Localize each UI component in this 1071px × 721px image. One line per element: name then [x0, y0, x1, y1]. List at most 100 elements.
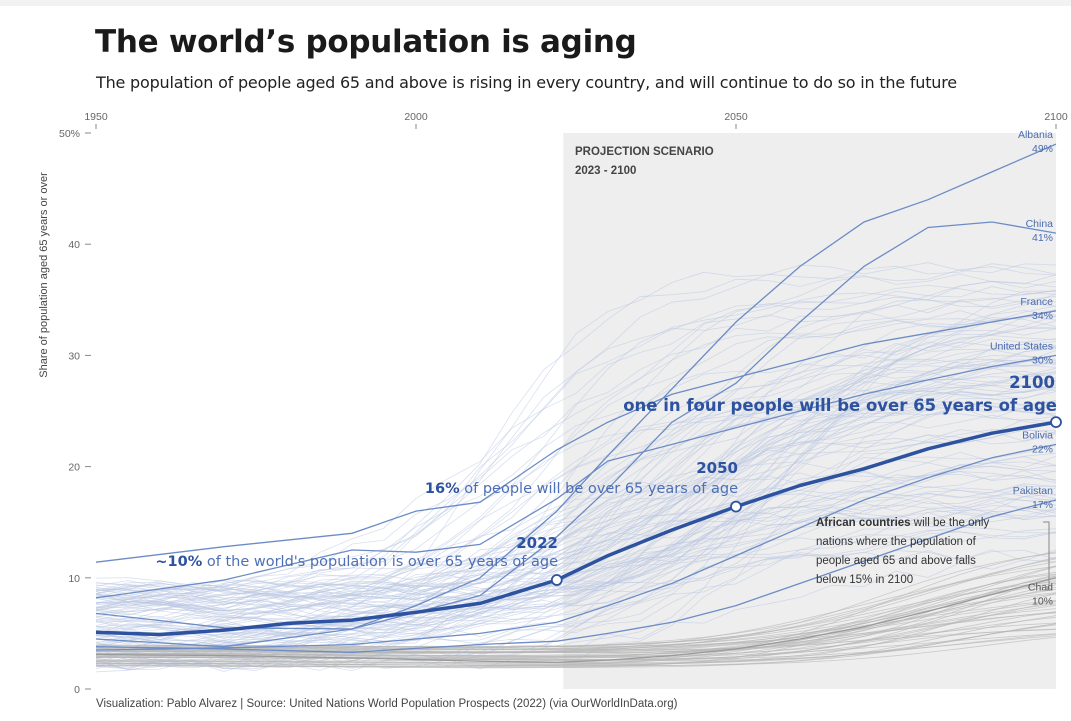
african-country-line	[96, 571, 1057, 662]
world-point-2100	[1050, 416, 1062, 429]
label-chad-value: 10%	[1032, 596, 1053, 608]
annotation-2022-year: 2022	[516, 534, 558, 552]
background-country-line	[95, 310, 1057, 595]
african-country-line	[95, 628, 1057, 660]
series-line-pakistan	[95, 499, 1057, 653]
label-albania-value: 49%	[1032, 143, 1053, 155]
annotation-2100-text: one in four people will be over 65 years…	[623, 396, 1057, 415]
background-country-line	[95, 405, 1057, 612]
annotation-2050-year: 2050	[696, 459, 738, 477]
africa-annotation: African countries will be the only natio…	[816, 517, 1050, 591]
projection-title: PROJECTION SCENARIO	[575, 146, 714, 158]
x-tick-label: 2050	[724, 111, 748, 123]
chart-subtitle: The population of people aged 65 and abo…	[96, 73, 957, 92]
africa-note-line-4: below 15% in 2100	[816, 574, 913, 586]
world-point-2022	[550, 574, 563, 586]
world-series	[95, 416, 1062, 637]
background-country-line	[95, 297, 1057, 638]
x-tick-label: 2000	[404, 111, 428, 123]
label-pakistan: Pakistan	[1013, 485, 1053, 497]
y-tick-label: 40	[68, 239, 80, 251]
background-country-line	[95, 280, 1057, 613]
background-country-line	[95, 390, 1057, 650]
background-country-line	[95, 526, 1057, 606]
background-country-line	[95, 471, 1057, 615]
series-line-albania	[95, 143, 1057, 630]
y-tick-label: 30	[68, 350, 80, 362]
africa-note-line-2: nations where the population of	[816, 536, 977, 548]
label-china-value: 41%	[1032, 232, 1053, 244]
background-country-line	[95, 346, 1057, 620]
series-line-chad	[95, 577, 1057, 663]
background-country-line	[95, 455, 1057, 642]
y-tick-label: 20	[68, 462, 80, 474]
label-pakistan-value: 17%	[1032, 499, 1053, 511]
source-note: Visualization: Pablo Alvarez | Source: U…	[96, 698, 678, 710]
annotation-2100-year: 2100	[1009, 373, 1055, 392]
annotation-2022-text: ~10% of the world's population is over 6…	[155, 554, 558, 570]
y-tick-label: 50%	[59, 128, 80, 140]
african-country-line	[95, 601, 1057, 664]
chart-title: The world’s population is aging	[95, 24, 637, 60]
background-country-line	[95, 328, 1057, 592]
background-country-line	[95, 365, 1057, 600]
background-country-line	[96, 358, 1057, 655]
background-country-line	[95, 484, 1057, 632]
africa-note-line-3: people aged 65 and above falls	[816, 555, 976, 567]
african-country-line	[95, 583, 1057, 669]
y-tick-label: 10	[68, 573, 80, 585]
axes: 1950 2000 2050 2100 0 10 20 30 40 50%	[59, 111, 1068, 696]
background-country-line	[95, 273, 1057, 593]
background-country-line	[95, 402, 1057, 640]
african-country-line	[95, 611, 1057, 666]
x-tick-label: 2100	[1044, 111, 1068, 123]
series-line-china	[95, 221, 1057, 648]
y-tick-label: 0	[74, 684, 80, 696]
african-country-line	[96, 599, 1057, 650]
label-bolivia: Bolivia	[1022, 429, 1053, 441]
label-france: France	[1020, 296, 1053, 308]
africa-note-line-1: African countries will be the only	[816, 517, 989, 529]
projection-range: 2023 - 2100	[575, 165, 636, 177]
african-country-line	[95, 603, 1057, 656]
background-country-line	[95, 383, 1057, 648]
background-country-line	[95, 509, 1057, 669]
series-line-france	[95, 310, 1057, 563]
background-country-line	[95, 470, 1057, 603]
background-country-line	[95, 465, 1057, 628]
annotation-2050-text: 16% of people will be over 65 years of a…	[425, 481, 738, 497]
african-country-line	[95, 581, 1057, 647]
world-line	[95, 420, 1057, 637]
x-tick-label: 1950	[84, 111, 108, 123]
background-country-line	[95, 315, 1057, 599]
background-country-line	[95, 461, 1057, 607]
label-chad: Chad	[1028, 582, 1053, 594]
highlighted-country-lines	[95, 143, 1057, 663]
background-country-line	[95, 487, 1057, 622]
background-country-line	[95, 402, 1057, 594]
series-line-united-states	[95, 354, 1057, 599]
label-united-states-value: 30%	[1032, 354, 1053, 366]
background-country-line	[95, 318, 1057, 591]
background-country-line	[95, 528, 1057, 640]
label-bolivia-value: 22%	[1032, 443, 1053, 455]
label-albania: Albania	[1018, 129, 1053, 141]
background-country-lines	[95, 262, 1057, 673]
series-line-bolivia	[95, 443, 1057, 651]
country-end-labels: Albania 49% China 41% France 34% United States…	[990, 129, 1053, 608]
label-france-value: 34%	[1032, 310, 1053, 322]
african-country-line	[95, 573, 1057, 657]
background-country-line	[95, 430, 1057, 624]
background-country-line	[95, 485, 1057, 631]
background-country-line	[95, 370, 1057, 621]
world-point-2050	[730, 500, 742, 513]
background-country-line	[95, 262, 1057, 646]
africa-bracket	[1043, 521, 1050, 591]
top-border	[0, 0, 1071, 6]
african-country-line	[95, 579, 1057, 653]
background-country-line	[95, 364, 1057, 631]
background-country-line	[95, 286, 1057, 611]
background-country-line	[95, 493, 1057, 636]
